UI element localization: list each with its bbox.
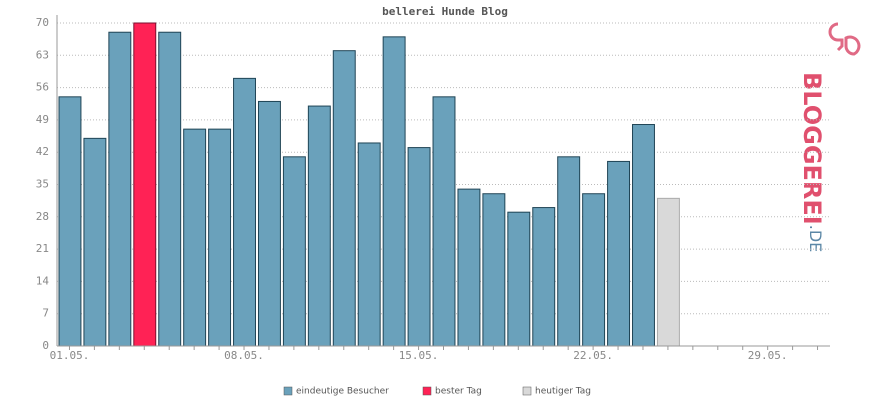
bar <box>632 124 655 347</box>
logo: BLOGGEREI.DE <box>798 22 861 252</box>
x-tick-label: 15.05. <box>399 349 439 362</box>
legend-swatch <box>422 386 432 396</box>
bar <box>108 31 132 347</box>
x-tick-label: 29.05. <box>748 349 788 362</box>
y-tick-label: 35 <box>36 178 49 191</box>
bar <box>407 147 431 347</box>
bar <box>382 36 406 347</box>
y-tick-label: 7 <box>42 307 49 320</box>
bar <box>133 22 157 347</box>
logo-suffix: .DE <box>806 225 825 253</box>
bar <box>457 188 481 347</box>
logo-text: BLOGGEREI.DE <box>798 72 826 252</box>
y-tick-label: 70 <box>36 16 49 29</box>
bar <box>307 105 331 347</box>
bar <box>557 156 581 347</box>
bar <box>582 193 606 347</box>
y-tick-label: 42 <box>36 145 49 158</box>
logo-icon <box>828 22 861 56</box>
bar <box>482 193 506 347</box>
bar <box>158 31 182 347</box>
logo-name: BLOGGEREI <box>798 72 826 225</box>
bar <box>257 100 281 347</box>
y-tick-label: 0 <box>42 339 49 352</box>
bar <box>532 207 556 347</box>
bar <box>357 142 381 347</box>
y-tick-label: 14 <box>36 274 50 287</box>
bar <box>58 96 82 347</box>
x-tick-label: 22.05. <box>573 349 613 362</box>
y-tick-label: 28 <box>36 210 49 223</box>
legend-item: eindeutige Besucher <box>283 386 389 397</box>
x-tick-label: 01.05. <box>50 349 90 362</box>
y-tick-label: 49 <box>36 113 49 126</box>
bar <box>332 50 356 347</box>
bar <box>233 77 256 347</box>
legend-item: bester Tag <box>422 386 482 397</box>
bar <box>607 160 631 347</box>
legend-label: eindeutige Besucher <box>296 387 389 397</box>
legend-label: heutiger Tag <box>535 387 591 397</box>
y-tick-label: 56 <box>36 81 49 94</box>
bar <box>656 197 680 347</box>
bar <box>432 96 456 347</box>
legend-swatch <box>522 386 532 396</box>
bar <box>83 137 107 347</box>
chart-title: bellerei Hunde Blog <box>382 5 508 18</box>
legend-item: heutiger Tag <box>522 386 591 397</box>
bar <box>208 128 232 347</box>
x-tick-label: 08.05. <box>224 349 264 362</box>
legend-swatch <box>283 386 293 396</box>
bar <box>183 128 207 347</box>
bar <box>282 156 306 347</box>
y-tick-label: 63 <box>36 48 49 61</box>
bar <box>507 211 531 347</box>
legend-label: bester Tag <box>435 387 482 397</box>
y-tick-label: 21 <box>36 242 49 255</box>
